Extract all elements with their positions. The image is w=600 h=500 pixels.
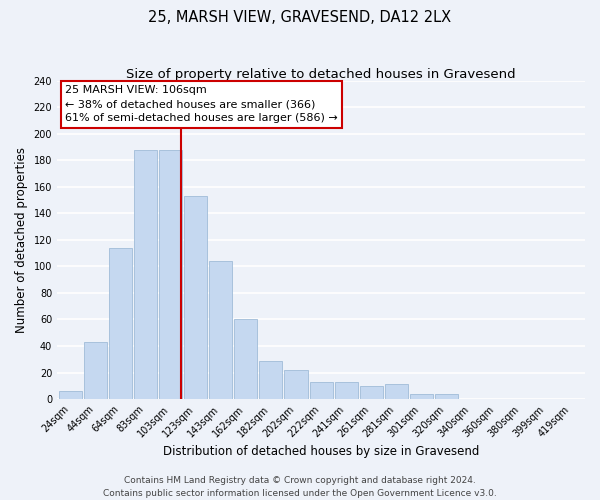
Bar xyxy=(160,150,182,399)
Bar xyxy=(335,382,358,399)
Y-axis label: Number of detached properties: Number of detached properties xyxy=(15,147,28,333)
Bar xyxy=(109,248,133,399)
Bar xyxy=(284,370,308,399)
Bar xyxy=(85,342,107,399)
Title: Size of property relative to detached houses in Gravesend: Size of property relative to detached ho… xyxy=(126,68,516,80)
Text: 25 MARSH VIEW: 106sqm
← 38% of detached houses are smaller (366)
61% of semi-det: 25 MARSH VIEW: 106sqm ← 38% of detached … xyxy=(65,86,338,124)
Text: Contains HM Land Registry data © Crown copyright and database right 2024.
Contai: Contains HM Land Registry data © Crown c… xyxy=(103,476,497,498)
Bar xyxy=(310,382,332,399)
Bar xyxy=(184,196,208,399)
Bar xyxy=(385,384,407,399)
Bar xyxy=(359,386,383,399)
Bar xyxy=(410,394,433,399)
Bar xyxy=(209,261,232,399)
Bar xyxy=(59,391,82,399)
Bar xyxy=(134,150,157,399)
Bar xyxy=(235,320,257,399)
Bar xyxy=(434,394,458,399)
Text: 25, MARSH VIEW, GRAVESEND, DA12 2LX: 25, MARSH VIEW, GRAVESEND, DA12 2LX xyxy=(148,10,452,25)
Bar xyxy=(259,360,283,399)
X-axis label: Distribution of detached houses by size in Gravesend: Distribution of detached houses by size … xyxy=(163,444,479,458)
